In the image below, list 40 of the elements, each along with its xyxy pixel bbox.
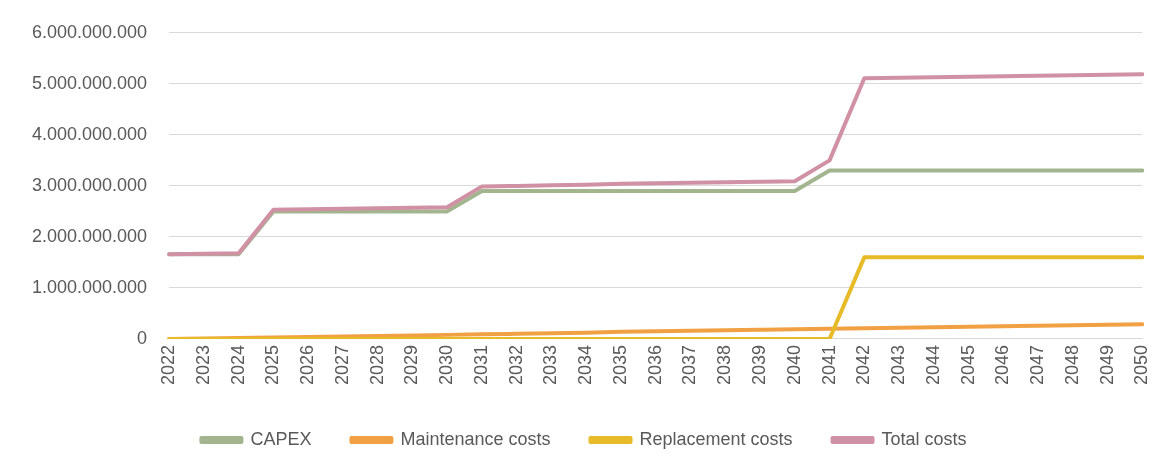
x-tick-label: 2050 (1131, 344, 1152, 385)
x-tick-label: 2025 (262, 344, 283, 385)
x-tick-label: 2046 (992, 344, 1013, 385)
y-tick-label: 5.000.000.000 (31, 72, 148, 93)
legend-label: Replacement costs (639, 428, 793, 449)
x-tick-label: 2049 (1096, 344, 1117, 385)
x-tick-label: 2044 (922, 344, 943, 385)
y-tick-label: 0 (137, 327, 148, 348)
x-tick-label: 2026 (297, 344, 318, 385)
x-tick-label: 2036 (644, 344, 665, 385)
x-tick-label: 2045 (957, 344, 978, 385)
legend-label: Total costs (881, 428, 967, 449)
x-tick-label: 2037 (679, 344, 700, 385)
x-tick-label: 2048 (1061, 344, 1082, 385)
legend-label: CAPEX (250, 428, 312, 449)
x-tick-label: 2034 (575, 344, 596, 385)
x-tick-label: 2047 (1027, 344, 1048, 385)
x-tick-label: 2032 (505, 344, 526, 385)
x-tick-label: 2038 (714, 344, 735, 385)
y-tick-label: 2.000.000.000 (31, 225, 148, 246)
x-tick-label: 2028 (366, 344, 387, 385)
x-tick-label: 2030 (436, 344, 457, 385)
x-tick-label: 2041 (818, 344, 839, 385)
x-tick-label: 2022 (158, 344, 179, 385)
y-tick-label: 1.000.000.000 (31, 276, 148, 297)
x-tick-label: 2040 (783, 344, 804, 385)
x-tick-label: 2031 (470, 344, 491, 385)
x-tick-label: 2027 (331, 344, 352, 385)
y-tick-label: 3.000.000.000 (31, 174, 148, 195)
legend-label: Maintenance costs (400, 428, 551, 449)
y-tick-label: 6.000.000.000 (31, 21, 148, 42)
x-tick-label: 2042 (853, 344, 874, 385)
x-tick-label: 2043 (888, 344, 909, 385)
x-tick-label: 2035 (609, 344, 630, 385)
y-tick-label: 4.000.000.000 (31, 123, 148, 144)
x-tick-label: 2039 (749, 344, 769, 385)
x-tick-label: 2024 (227, 344, 248, 385)
x-tick-label: 2023 (192, 344, 213, 385)
x-tick-label: 2029 (401, 344, 422, 385)
x-tick-label: 2033 (540, 344, 561, 385)
